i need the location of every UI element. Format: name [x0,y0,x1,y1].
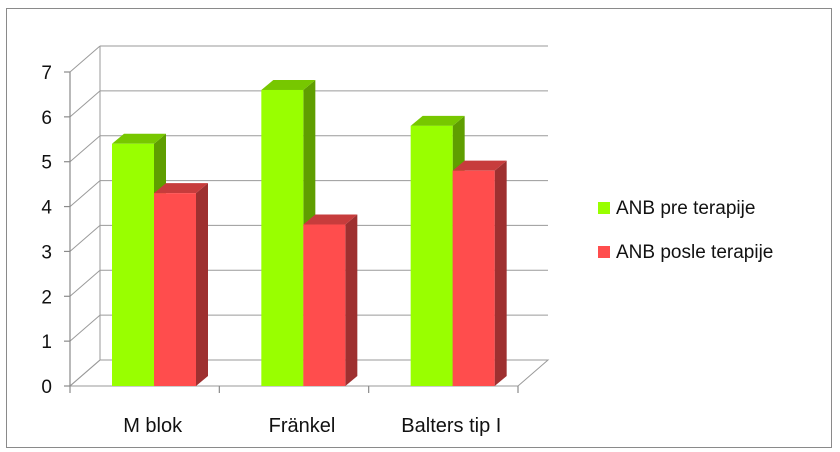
legend-label: ANB pre terapije [616,198,755,219]
side-wall-gridline [69,90,101,118]
x-category-label: M blok [123,415,183,437]
side-wall-gridline [69,225,101,252]
side-wall-gridline [69,135,101,163]
y-tick-label: 5 [41,153,52,174]
bar-post-2 [452,160,507,386]
side-wall-gridline [69,180,101,207]
bars [112,79,507,386]
y-tick-label: 3 [41,242,52,263]
y-tick-labels: 0 1 2 3 4 5 6 7 [41,63,52,398]
legend-swatch [598,246,610,258]
x-category-label: Balters tip I [401,415,501,437]
bar-post-1 [303,214,358,386]
y-tick-label: 7 [41,63,52,84]
axes [64,71,519,393]
legend: ANB pre terapije ANB posle terapije [598,198,773,263]
y-tick-label: 4 [41,198,52,219]
y-tick-label: 2 [41,287,52,308]
side-wall-gridline [69,45,101,73]
x-category-labels: M blok Fränkel Balters tip I [123,415,501,437]
y-tick-label: 6 [41,108,52,129]
y-tick-label: 0 [41,377,52,398]
bar-post-0 [154,183,208,386]
legend-swatch [598,202,610,214]
side-wall-gridline [69,314,101,342]
legend-label: ANB posle terapije [616,242,773,263]
x-category-label: Fränkel [269,415,336,437]
side-wall-gridline [69,269,101,297]
y-tick-label: 1 [41,332,52,353]
